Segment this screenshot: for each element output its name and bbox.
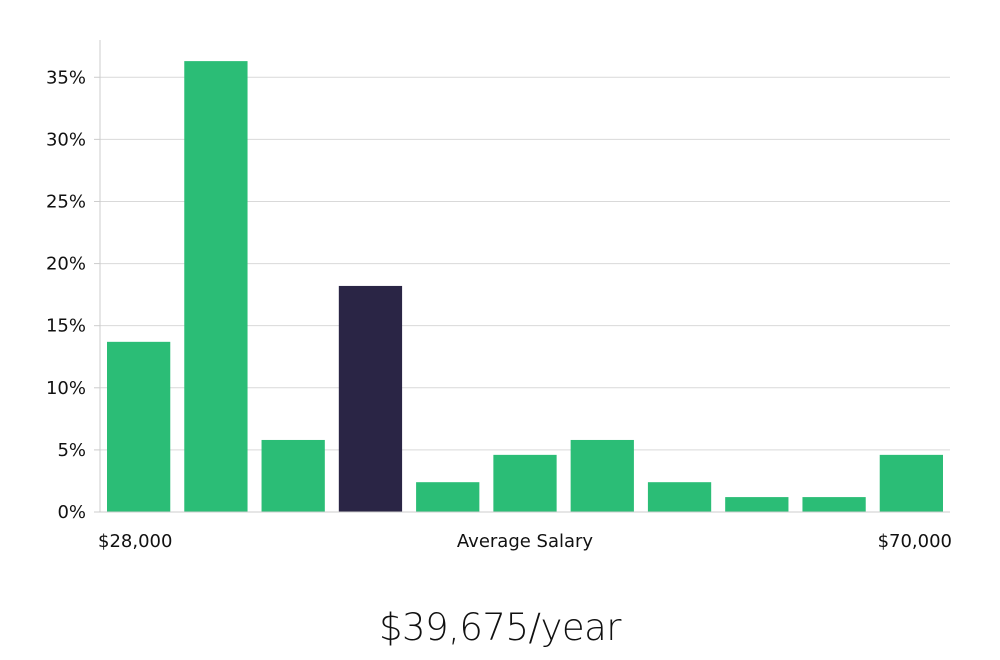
bars [107, 61, 943, 513]
bar [879, 454, 943, 512]
average-salary-figure: $39,675/year [378, 606, 622, 649]
x-axis-title: Average Salary [457, 531, 594, 552]
highlighted-bar [338, 285, 403, 512]
y-tick-label: 35% [46, 67, 86, 88]
x-min-label: $28,000 [98, 531, 172, 552]
y-tick-label: 0% [57, 502, 86, 523]
y-tick-label: 25% [46, 191, 86, 212]
bar [570, 439, 634, 512]
bar [261, 439, 325, 512]
y-tick-label: 20% [46, 254, 86, 275]
bar [184, 61, 248, 513]
bar [802, 497, 866, 512]
bar [416, 482, 480, 512]
y-tick-label: 5% [57, 440, 86, 461]
y-tick-label: 15% [46, 316, 86, 337]
bar [493, 454, 557, 512]
salary-histogram: 0% 5% 10% 15% 20% 25% 30% 35% $28,000 Average S… [46, 40, 952, 552]
y-tick-label: 10% [46, 378, 86, 399]
y-axis-ticks: 0% 5% 10% 15% 20% 25% 30% 35% [46, 67, 100, 523]
x-max-label: $70,000 [878, 531, 952, 552]
y-tick-label: 30% [46, 129, 86, 150]
bar [107, 341, 171, 512]
bar [725, 497, 789, 512]
bar [647, 482, 712, 512]
